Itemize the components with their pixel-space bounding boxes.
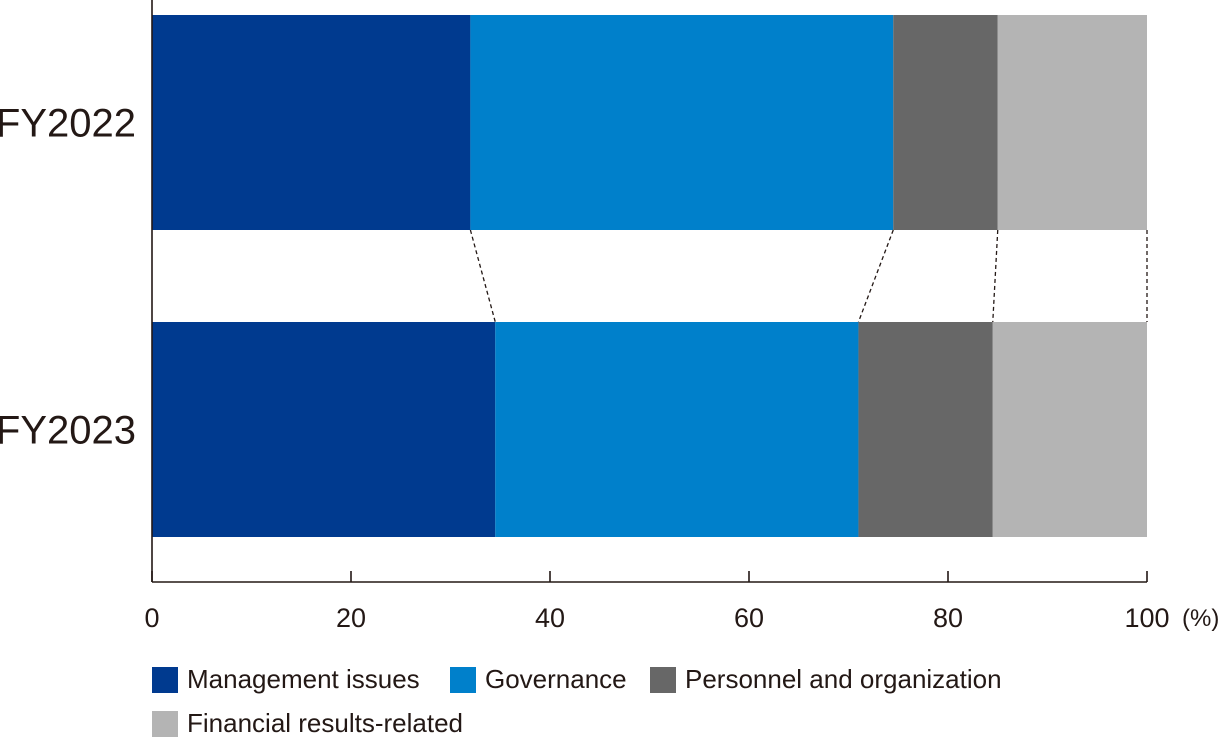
category-label: FY2023 [0,409,136,453]
bar-segment-governance-fy2023 [495,322,859,537]
connector-line [992,229,999,323]
legend-item: Financial results-related [152,708,463,739]
x-axis-unit: (%) [1182,605,1218,632]
x-tick-label: 100 [1124,603,1169,633]
x-tick-label: 40 [535,603,565,633]
bar-segment-financial-results-related-fy2023 [992,322,1147,537]
connector-line [857,229,894,323]
connector-line [469,229,496,323]
legend-label: Financial results-related [187,708,464,738]
legend-item: Governance [450,664,627,695]
legend-label: Management issues [187,664,420,694]
category-label: FY2022 [0,102,136,146]
bar-segment-financial-results-related-fy2022 [997,15,1147,230]
bar-segment-management-issues-fy2023 [152,322,496,537]
x-tick-label: 80 [933,603,963,633]
bar-segment-personnel-and-organization-fy2023 [858,322,993,537]
bar-segment-management-issues-fy2022 [152,15,471,230]
bar-segment-personnel-and-organization-fy2022 [893,15,998,230]
bar-segment-governance-fy2022 [470,15,894,230]
legend-swatch [450,666,476,693]
x-tick-label: 60 [734,603,764,633]
legend-label: Personnel and organization [685,664,1002,694]
x-tick-label: 0 [144,603,159,633]
legend-item: Personnel and organization [650,664,1002,695]
stacked-bar-chart: 0 20 40 60 80 100 (%) FY2022 FY2023 [0,0,1218,633]
legend-swatch [152,710,178,737]
legend-swatch [650,666,676,693]
legend-label: Governance [485,664,627,694]
legend-item: Management issues [152,664,420,695]
legend-swatch [152,666,178,693]
x-tick-label: 20 [336,603,366,633]
